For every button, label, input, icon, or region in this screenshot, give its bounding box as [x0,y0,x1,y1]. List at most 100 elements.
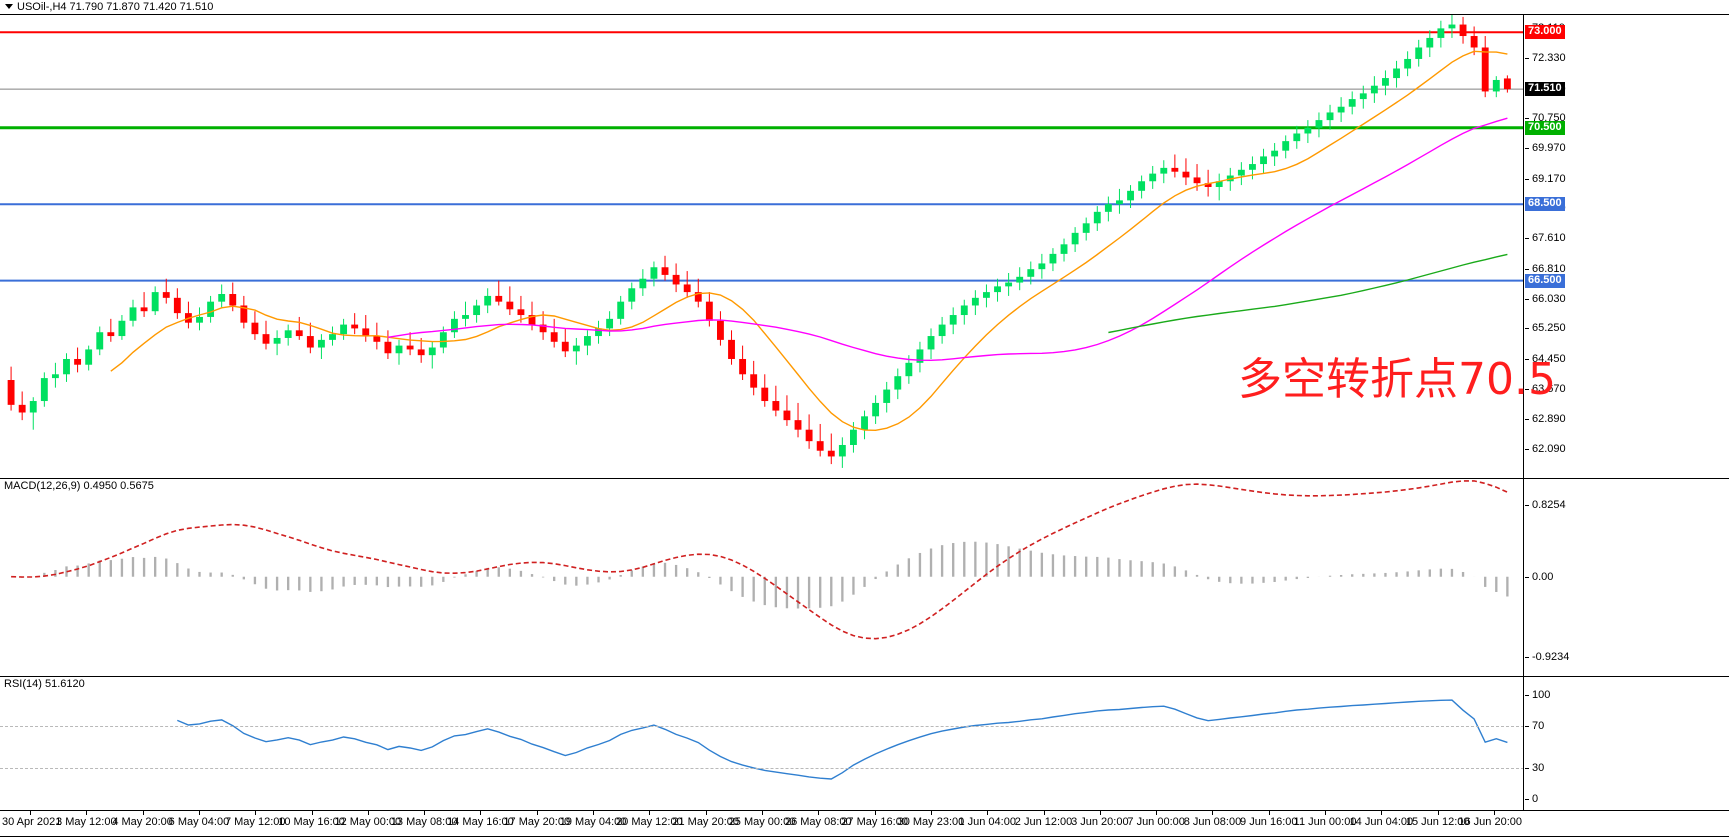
price-tick-label: 67.610 [1532,232,1566,245]
candle-body [473,305,481,316]
price-tick-label: 69.170 [1532,172,1566,185]
macd-scale[interactable]: 0.8254 0.00 -0.9234 [1524,479,1729,677]
time-axis[interactable]: 30 Apr 2021 3 May 12:00 4 May 20:00 6 May 0… [0,810,1729,838]
time-axis-label: 15 Jun 12:00 [1405,816,1470,828]
time-tick [930,811,932,815]
time-axis-label: 26 May 08:00 [784,816,852,828]
rsi-title: RSI(14) 51.6120 [4,678,85,690]
time-tick [367,811,369,815]
rsi-axis-divider [1523,677,1524,811]
candle-body [329,334,336,340]
candle-body [717,320,724,340]
price-panel[interactable]: 73.11072.33071.51070.75069.97069.17068.3… [0,14,1729,480]
level-price-label: 70.500 [1525,120,1565,135]
rsi-panel[interactable]: RSI(14) 51.6120 100 70 30 0 [0,676,1729,812]
price-tick [1525,238,1529,240]
candle-body [29,401,37,413]
price-scale[interactable]: 73.11072.33071.51070.75069.97069.17068.3… [1524,15,1729,479]
macd-signal-line [11,480,1508,640]
time-axis-label: 13 May 08:00 [390,816,458,828]
candle-body [196,316,203,323]
candle-body [694,292,702,302]
candle-body [362,328,370,337]
price-plot-area[interactable] [0,15,1524,479]
price-tick [1525,418,1529,420]
time-axis-label: 25 May 00:00 [728,816,796,828]
price-tick [1525,178,1529,180]
candle-body [7,380,15,405]
candle-body [872,402,880,417]
candle-body [1393,68,1400,79]
level-price-label: 66.500 [1525,273,1565,288]
rsi-tick [1525,726,1529,728]
candle-body [1049,253,1057,264]
candle-body [583,336,591,346]
candle-body [938,324,946,337]
time-tick [705,811,707,815]
moving-average-line [387,117,1508,362]
time-tick [1381,811,1383,815]
price-tick [1525,298,1529,300]
candle-body [74,358,82,365]
macd-series [11,480,1509,640]
symbol-ohlc-text: USOil-,H4 71.790 71.870 71.420 71.510 [17,1,214,13]
macd-panel[interactable]: MACD(12,26,9) 0.4950 0.5675 0.8254 0.00 -0… [0,478,1729,678]
candle-body [983,292,990,298]
macd-plot-area[interactable] [0,479,1524,677]
candle-body [495,295,503,302]
triangle-down-icon[interactable] [5,4,13,9]
candle-body [772,401,780,411]
price-tick [1525,268,1529,270]
candle-body [827,450,835,457]
candle-body [617,301,625,319]
candle-body [1271,150,1279,157]
candle-body [151,292,159,312]
time-axis-label: 1 Jun 04:00 [958,816,1016,828]
candle-body [672,274,680,285]
price-tick [1525,57,1529,59]
candle-body [1492,79,1500,92]
time-axis-label: 8 Jun 08:00 [1183,816,1242,828]
time-axis-label: 7 Jun 00:00 [1127,816,1185,828]
candle-body [1171,167,1179,172]
candle-body [40,378,48,402]
symbol-info-bar: USOil-,H4 71.790 71.870 71.420 71.510 [0,0,1729,14]
time-axis-label: 27 May 16:00 [841,816,908,828]
time-tick [1156,811,1158,815]
candle-body [1304,127,1312,134]
time-axis-label: 4 May 20:00 [112,816,173,828]
time-tick [311,811,313,815]
price-tick-label: 65.250 [1532,322,1566,335]
chart-annotation-text: 多空转折点70.5 [1238,354,1556,405]
candle-body [1071,232,1079,245]
time-axis-label: 14 Jun 04:00 [1349,816,1414,828]
candle-body [1138,181,1146,191]
candle-body [118,320,126,337]
candle-body [1426,37,1434,48]
candle-body [572,345,580,352]
candle-body [838,444,846,457]
macd-tick-label: 0.00 [1532,570,1554,583]
macd-tick [1525,657,1529,658]
time-tick [536,811,538,815]
rsi-tick-label: 30 [1532,761,1545,774]
time-tick [762,811,763,815]
candle-body [1293,133,1301,142]
price-tick [1525,148,1529,149]
rsi-tick [1525,799,1529,800]
price-tick [1525,328,1529,330]
time-axis-label: 6 May 04:00 [168,816,230,828]
candle-body [262,334,270,344]
candle-body [1249,164,1256,170]
time-axis-label: 12 May 00:00 [334,816,402,828]
rsi-scale[interactable]: 100 70 30 0 [1524,677,1729,811]
rsi-plot-area[interactable] [0,677,1524,811]
time-tick [593,811,595,815]
candle-body [683,284,691,293]
candle-body [1326,112,1334,121]
candle-body [861,416,868,430]
candle-body [927,336,935,350]
rsi-tick-label: 70 [1532,720,1545,733]
time-tick [86,811,88,815]
price-tick-label: 69.970 [1532,142,1566,154]
